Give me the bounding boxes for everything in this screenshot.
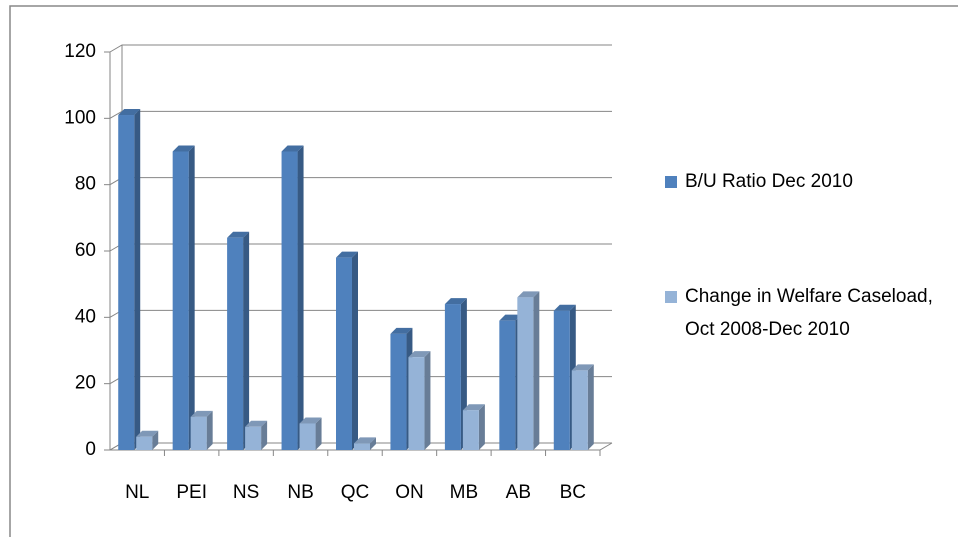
y-tick-label: 60 [75,240,96,261]
bar-top [136,430,159,437]
bar-top [281,145,304,152]
bar-top [245,420,268,427]
bar-side [478,404,485,450]
bar-top [299,417,322,424]
bar [553,310,570,450]
bar-side [152,430,159,450]
bar-top [390,327,413,334]
y-tick-label: 40 [75,306,96,327]
bar-top [444,298,467,305]
legend-swatch [665,291,677,303]
bar [462,410,479,450]
bar-top [571,364,594,371]
bar-side [261,420,268,450]
bar-top [190,410,213,417]
x-tick-label: MB [450,482,479,503]
bar [172,151,189,450]
bar-side [352,251,358,450]
x-tick-label: NL [125,482,149,503]
legend-label: B/U Ratio Dec 2010 [685,171,853,192]
bar-top [517,291,540,298]
bar-top [336,251,358,258]
y-tick-label: 0 [85,439,96,460]
x-tick-label: NB [287,482,313,503]
bar-top [462,404,485,411]
bar [190,416,207,450]
grid-line [109,110,612,119]
bar-top [354,437,376,444]
bar-top [172,145,195,152]
x-tick-label: BC [560,482,586,503]
bar-top [118,109,141,116]
bar-side [243,231,250,450]
bar [227,237,244,450]
bar-side [533,291,540,450]
bar [444,304,461,450]
x-tick-label: PEI [176,482,207,503]
chart-frame [9,5,958,537]
bar-side [424,351,431,450]
bar-top [553,304,576,311]
bar [571,370,588,450]
bar [499,320,516,450]
x-tick-label: NS [233,482,259,503]
bar-top [408,351,431,358]
bar-side [297,145,304,450]
bar [408,357,425,450]
bar [336,257,352,450]
y-tick-label: 20 [75,373,96,394]
bar-side [587,364,594,450]
bar [390,333,407,450]
bar-side [134,109,141,451]
bar-side [370,437,376,450]
bar [245,426,262,450]
bar-side [206,410,213,450]
bar-top [499,314,522,321]
bar [136,436,153,450]
x-tick-label: ON [395,482,424,503]
bar-top [227,231,250,238]
bar-side [188,145,195,450]
legend-label: Change in Welfare Caseload, Oct 2008-Dec… [685,286,933,340]
grid-line [109,44,612,53]
bar [118,115,135,451]
y-tick-label: 120 [64,41,96,62]
bar [354,443,370,450]
bar [299,423,316,450]
bar [517,297,534,450]
y-tick-label: 80 [75,174,96,195]
bar [281,151,298,450]
legend-swatch [665,176,677,188]
x-tick-label: AB [506,482,531,503]
y-tick-label: 100 [64,107,96,128]
x-tick-label: QC [341,482,370,503]
bar-side [315,417,322,450]
